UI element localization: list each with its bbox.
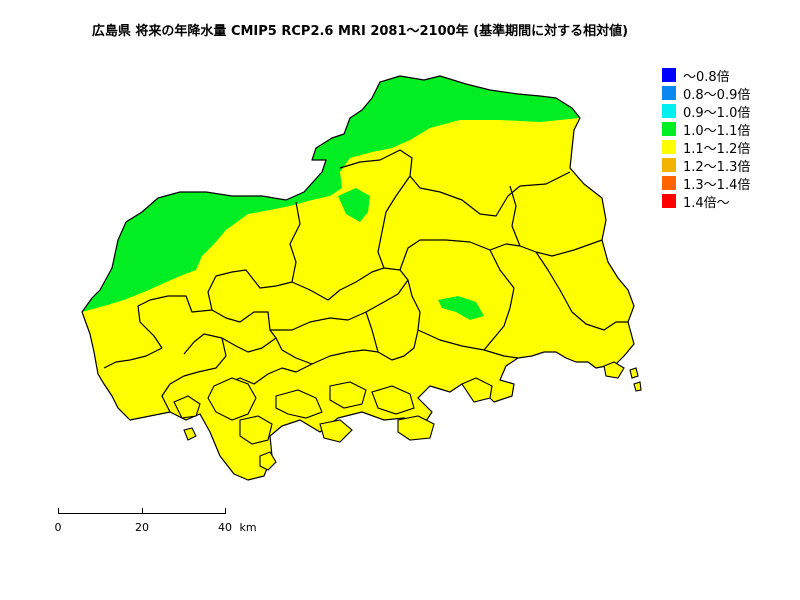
scale-bar-unit: km: [239, 521, 257, 534]
scale-bar: 0 20 40 km: [50, 505, 257, 545]
legend-swatch: [662, 104, 676, 118]
legend-label: ～0.8倍: [683, 69, 730, 85]
legend-item: ～0.8倍: [662, 66, 750, 85]
legend-label: 1.3～1.4倍: [683, 177, 751, 193]
legend-item: 1.3～1.4倍: [662, 174, 751, 193]
scale-bar-label: 0: [54, 521, 62, 534]
legend-item: 1.4倍～: [662, 192, 750, 211]
legend-swatch: [662, 158, 676, 172]
legend: ～0.8倍 0.8～0.9倍 0.9～1.0倍 1.0～1.1倍 1.1～1.2…: [662, 66, 751, 211]
legend-label: 0.9～1.0倍: [683, 105, 751, 121]
legend-swatch: [662, 68, 676, 82]
legend-label: 1.2～1.3倍: [683, 159, 751, 175]
legend-swatch: [662, 194, 676, 208]
legend-swatch: [662, 122, 676, 136]
legend-item: 0.8～0.9倍: [662, 84, 751, 103]
map-title: 広島県 将来の年降水量 CMIP5 RCP2.6 MRI 2081～2100年 …: [91, 24, 629, 39]
scale-bar-tick: [225, 508, 226, 514]
municipal-boundaries: [81, 75, 635, 481]
prefecture-area-1-1-to-1-2: [82, 76, 634, 480]
legend-swatch: [662, 86, 676, 100]
legend-swatch: [662, 176, 676, 190]
green-patch-center: [338, 188, 370, 222]
legend-swatch: [662, 140, 676, 154]
legend-label: 1.1～1.2倍: [683, 141, 751, 157]
scale-bar-tick: [58, 508, 59, 514]
scale-bar-tick: [142, 508, 143, 514]
scale-bar-label: 20: [135, 521, 149, 534]
green-patch-east: [438, 296, 484, 320]
legend-item: 1.2～1.3倍: [662, 156, 751, 175]
legend-item: 0.9～1.0倍: [662, 102, 751, 121]
legend-item: 1.1～1.2倍: [662, 138, 751, 157]
scale-bar-label: 40: [218, 521, 232, 534]
legend-label: 1.4倍～: [683, 195, 730, 211]
islands: [173, 361, 642, 471]
legend-label: 1.0～1.1倍: [683, 123, 751, 139]
legend-label: 0.8～0.9倍: [683, 87, 751, 103]
legend-item: 1.0～1.1倍: [662, 120, 751, 139]
northern-band-1-0-to-1-1: [82, 76, 580, 312]
